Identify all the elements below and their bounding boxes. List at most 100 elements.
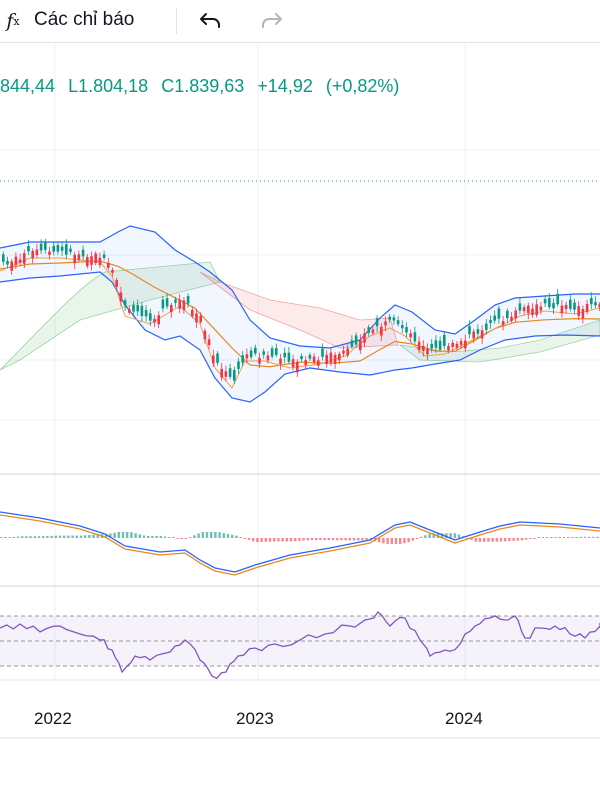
rsi-line — [0, 611, 600, 680]
macd-histogram-bar — [247, 538, 251, 540]
candle-body — [438, 340, 442, 350]
macd-histogram-bar — [147, 535, 150, 538]
macd-histogram-bar — [310, 538, 314, 541]
macd-histogram-bar — [193, 535, 196, 538]
candle-body — [115, 279, 118, 287]
candle-body — [60, 246, 64, 251]
macd-histogram-bar — [424, 535, 427, 538]
candle-body — [598, 304, 600, 308]
candle-body — [2, 254, 5, 262]
macd-histogram-bar — [445, 533, 448, 538]
macd-histogram-bar — [226, 533, 230, 538]
chart-grid — [0, 44, 600, 680]
candle-body — [279, 358, 282, 365]
candle-body — [325, 354, 328, 365]
ohlc-close: 1.839,63 — [174, 76, 245, 96]
macd-histogram-bar — [273, 538, 276, 542]
candle-body — [468, 326, 471, 335]
macd-histogram-bar — [264, 538, 267, 542]
candle-body — [556, 293, 559, 305]
candle-body — [73, 254, 76, 264]
candle-body — [317, 360, 320, 366]
macd-histogram-bar — [554, 537, 557, 538]
candle-body — [157, 315, 160, 325]
macd-histogram-bar — [378, 538, 381, 543]
rsi-band — [0, 616, 600, 666]
macd-histogram-bar — [58, 535, 62, 538]
macd-histogram-bar — [243, 538, 246, 539]
candle-body — [249, 350, 253, 358]
candle-body — [170, 304, 173, 313]
macd-histogram-bar — [189, 537, 192, 538]
macd-histogram-bar — [432, 533, 435, 538]
macd-histogram-bar — [25, 536, 28, 538]
candle-body — [543, 299, 547, 304]
macd-histogram-bar — [96, 534, 99, 538]
macd-histogram-bar — [319, 538, 322, 541]
candle-body — [111, 269, 114, 273]
candle-body — [254, 347, 257, 354]
ohlc-low: 1.804,18 — [78, 76, 149, 96]
macd-histogram-bar — [37, 536, 41, 538]
candle-body — [489, 319, 492, 323]
macd-histogram-bar — [575, 536, 578, 538]
macd-histogram-bar — [92, 534, 95, 538]
macd-histogram-bar — [21, 536, 24, 538]
candle-body — [35, 249, 39, 256]
candle-body — [581, 308, 585, 319]
candle-body — [573, 302, 576, 310]
macd-histogram-bar — [277, 538, 280, 542]
candle-body — [237, 361, 240, 369]
macd-histogram-bar — [8, 537, 11, 538]
macd-histogram-bar — [323, 538, 326, 541]
candle-body — [140, 305, 144, 317]
macd-histogram-bar — [516, 538, 519, 541]
macd-histogram-bar — [537, 537, 540, 538]
macd-histogram-bar — [428, 533, 431, 538]
macd-histogram-bar — [302, 538, 305, 541]
candle-body — [6, 260, 9, 265]
candle-body — [304, 360, 307, 366]
macd-histogram-bar — [289, 538, 293, 542]
macd-histogram-bar — [197, 533, 200, 538]
macd-histogram-bar — [588, 536, 591, 538]
macd-histogram-bar — [105, 534, 108, 538]
macd-histogram-bar — [336, 538, 339, 541]
macd-histogram-bar — [420, 536, 423, 538]
candle-body — [405, 327, 408, 333]
bollinger-upper — [0, 225, 600, 349]
candle-body — [455, 343, 459, 348]
undo-arrow-icon[interactable] — [196, 8, 224, 34]
macd-histogram-bar — [403, 538, 406, 544]
candle-body — [388, 316, 391, 320]
candle-body — [430, 343, 433, 349]
candle-body — [422, 345, 425, 351]
redo-arrow-icon[interactable] — [258, 8, 286, 34]
candle-body — [569, 299, 572, 309]
candle-body — [14, 256, 18, 265]
candle-body — [94, 253, 97, 264]
macd-histogram-bar — [361, 538, 364, 541]
candle-body — [350, 340, 354, 347]
macd-histogram-bar — [0, 537, 3, 538]
macd-histogram-bar — [399, 538, 402, 544]
candle-body — [497, 308, 501, 319]
candle-body — [23, 253, 26, 264]
macd-histogram-bar — [239, 537, 242, 538]
candle-body — [447, 346, 450, 351]
candle-body — [367, 327, 370, 333]
candle-body — [590, 297, 593, 305]
macd-histogram-bar — [222, 533, 225, 538]
indicators-button[interactable]: Các chỉ báo — [34, 9, 135, 30]
candle-body — [102, 254, 106, 258]
candle-body — [296, 361, 299, 373]
price-chart-canvas[interactable]: 2022 2023 2024 — [0, 44, 600, 744]
candle-body — [401, 325, 404, 329]
macd-histogram-bar — [71, 535, 74, 538]
candle-body — [291, 359, 295, 368]
macd-histogram-bar — [42, 536, 45, 538]
candle-body — [212, 355, 215, 364]
candle-body — [480, 330, 484, 339]
candle-body — [191, 309, 194, 317]
